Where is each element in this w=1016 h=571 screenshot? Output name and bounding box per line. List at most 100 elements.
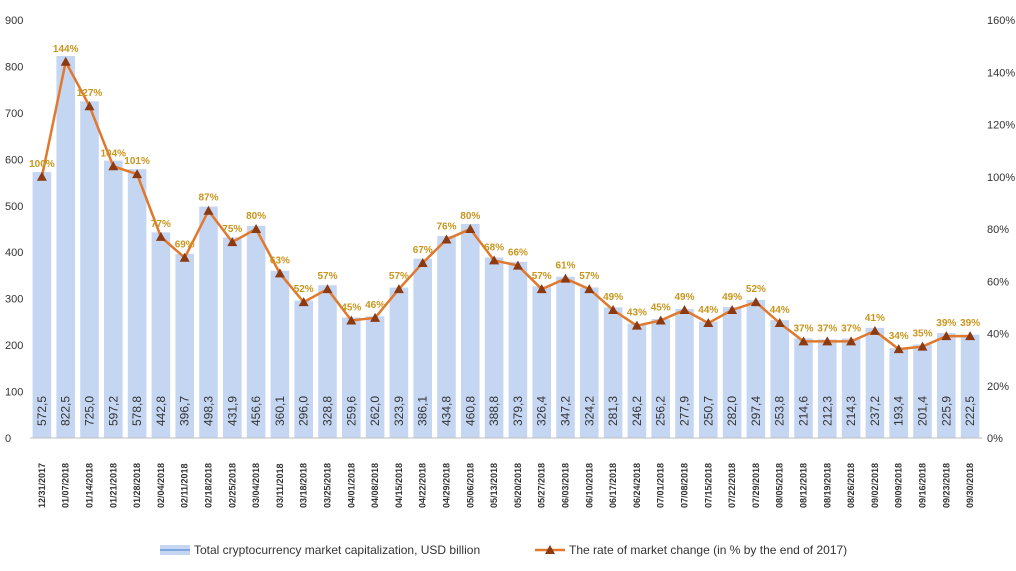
rate-value-label: 67%	[413, 245, 433, 256]
bar	[937, 333, 956, 438]
x-axis-tick-labels: 12/31/2017 01/07/2018 01/14/2018 01/21/2018…	[37, 463, 975, 508]
left-y-tick-label: 800	[5, 61, 23, 73]
x-tick-label: 01/28/2018	[132, 463, 142, 508]
rate-value-label: 57%	[317, 271, 337, 282]
bar-value-label: 324,2	[582, 396, 596, 426]
rate-value-label: 63%	[270, 255, 290, 266]
rate-value-label: 77%	[151, 219, 171, 230]
x-tick-label: 09/16/2018	[918, 463, 928, 508]
bar	[32, 172, 52, 438]
left-y-tick-label: 200	[5, 340, 23, 352]
rate-line	[40, 58, 971, 351]
x-tick-label: 09/09/2018	[894, 463, 904, 508]
rate-value-label: 101%	[124, 156, 150, 167]
right-y-tick-label: 160%	[987, 15, 1015, 27]
left-y-tick-label: 100	[5, 387, 23, 399]
x-tick-label: 04/08/2018	[370, 463, 380, 508]
bar	[746, 299, 766, 438]
rate-marker	[441, 234, 452, 244]
x-tick-label: 04/01/2018	[346, 463, 356, 508]
bar	[461, 223, 480, 438]
bar-value-label: 460,8	[463, 396, 477, 426]
x-tick-label: 06/03/2018	[561, 463, 571, 508]
right-y-tick-label: 120%	[987, 120, 1015, 132]
x-tick-label: 01/14/2018	[85, 463, 95, 508]
rate-value-label: 37%	[793, 323, 813, 334]
bar	[532, 286, 551, 438]
bar	[722, 307, 742, 438]
rate-value-label: 76%	[436, 221, 456, 232]
rate-value-label: 57%	[532, 271, 552, 282]
rate-marker	[631, 320, 642, 330]
bar	[865, 327, 885, 438]
x-tick-label: 03/25/2018	[323, 463, 333, 508]
bar-value-label: 386,1	[416, 396, 430, 426]
x-tick-label: 04/29/2018	[442, 463, 452, 508]
rate-marker	[822, 336, 833, 346]
legend-line-marker	[545, 545, 555, 554]
x-tick-label: 07/15/2018	[703, 463, 713, 508]
bar-value-label: 498,3	[202, 396, 216, 426]
left-y-tick-label: 900	[5, 15, 23, 27]
x-tick-label: 01/21/2018	[108, 463, 118, 508]
bar	[104, 160, 123, 438]
bar	[175, 253, 194, 438]
rate-value-label: 41%	[865, 313, 885, 324]
rate-value-label: 34%	[889, 331, 909, 342]
rate-value-label: 46%	[365, 300, 385, 311]
right-y-tick-label: 100%	[987, 172, 1015, 184]
bar-value-label: 326,4	[535, 396, 549, 426]
bar-value-label: 388,8	[487, 396, 501, 426]
rate-marker	[679, 304, 690, 314]
rate-marker	[965, 331, 976, 341]
rate-marker	[132, 169, 143, 179]
rate-marker	[727, 304, 738, 314]
bar-value-label: 578,8	[130, 396, 144, 426]
rate-value-label: 57%	[389, 271, 409, 282]
rate-value-label: 68%	[484, 242, 504, 253]
bar	[651, 319, 670, 438]
rate-marker	[869, 325, 880, 335]
bar	[556, 276, 575, 438]
rate-marker	[274, 268, 285, 278]
bar	[151, 232, 171, 438]
x-tick-label: 04/22/2018	[418, 463, 428, 508]
x-tick-label: 09/02/2018	[870, 463, 880, 508]
left-y-tick-label: 400	[5, 247, 23, 259]
bar-value-label: 237,2	[868, 396, 882, 426]
x-tick-label: 08/05/2018	[775, 463, 785, 508]
bar-value-label: 277,9	[678, 396, 692, 426]
bar-value-label: 597,2	[106, 396, 120, 426]
bar-value-label: 201,4	[916, 396, 930, 426]
rate-marker	[60, 56, 71, 66]
bar-value-label: 456,6	[249, 396, 263, 426]
bar-value-label: 328,8	[321, 396, 335, 426]
bar	[223, 237, 242, 438]
rate-value-label: 80%	[246, 211, 266, 222]
bar-value-label: 347,2	[559, 396, 573, 426]
x-tick-label: 03/18/2018	[299, 463, 309, 508]
rate-value-label: 37%	[841, 323, 861, 334]
bar-value-label: 214,3	[844, 396, 858, 426]
rate-marker	[893, 344, 904, 354]
left-y-tick-label: 500	[5, 201, 23, 213]
bar	[794, 338, 813, 438]
bar-value-label: 442,8	[154, 396, 168, 426]
rate-marker	[846, 336, 857, 346]
x-tick-label: 06/17/2018	[608, 463, 618, 508]
x-tick-label: 02/11/2018	[180, 463, 190, 508]
bar-value-label: 253,8	[773, 396, 787, 426]
rate-value-label: 39%	[936, 318, 956, 329]
x-tick-label: 05/20/2018	[513, 463, 523, 508]
rate-value-label: 49%	[674, 292, 694, 303]
x-tick-label: 01/07/2018	[61, 463, 71, 508]
rate-value-label: 144%	[53, 44, 79, 55]
left-y-tick-label: 700	[5, 108, 23, 120]
bar	[603, 307, 623, 438]
rate-value-label: 43%	[627, 308, 647, 319]
bar-value-label: 296,0	[297, 396, 311, 426]
legend-label-rate: The rate of market change (in % by the e…	[569, 543, 847, 557]
bar-value-label: 212,3	[820, 396, 834, 426]
x-tick-label: 09/30/2018	[965, 463, 975, 508]
right-y-tick-label: 20%	[987, 381, 1009, 393]
